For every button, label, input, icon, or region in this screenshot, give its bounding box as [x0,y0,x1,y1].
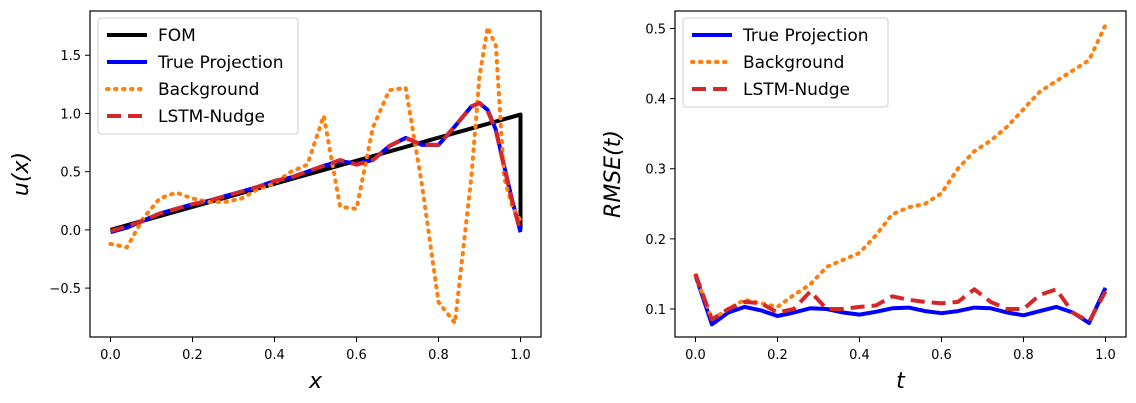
legend-label-true-projection: True Projection [157,53,284,73]
y-tick-label: 0.4 [645,93,666,108]
x-tick-label: 0.8 [428,348,449,363]
y-tick-label: 0.5 [645,23,666,38]
x-axis-label: x [308,369,323,394]
x-tick-label: 0.4 [264,348,285,363]
x-tick-label: 0.0 [685,348,706,363]
legend-box [97,17,299,135]
y-tick-label: 0.1 [645,303,666,318]
legend-label-lstm-nudge: LSTM-Nudge [743,80,850,100]
x-axis-label: t [896,369,906,394]
legend-label-true-projection: True Projection [742,26,869,46]
y-tick-label: 0.5 [60,166,81,181]
x-tick-label: 0.8 [1013,348,1034,363]
y-tick-label: −0.5 [49,282,81,297]
x-tick-label: 0.6 [931,348,952,363]
y-tick-label: 1.0 [60,107,81,122]
legend-label-background: Background [743,53,844,73]
axes-frame [674,10,1127,338]
legend-label-fom: FOM [158,26,196,46]
x-tick-label: 1.0 [510,348,531,363]
legend-box [682,17,889,108]
x-tick-label: 1.0 [1095,348,1116,363]
y-axis-label: RMSE(t) [601,130,626,218]
axes-frame [89,10,542,338]
series-line-true-projection [693,274,1108,327]
y-axis-label: u(x) [9,152,34,196]
x-tick-label: 0.4 [849,348,870,363]
legend-label-lstm-nudge: LSTM-Nudge [158,107,265,127]
y-tick-label: 0.0 [60,224,81,239]
x-tick-label: 0.2 [182,348,203,363]
series-line-background [108,25,523,325]
series-line-background [693,23,1108,322]
y-tick-label: 0.3 [645,163,666,178]
x-tick-label: 0.6 [346,348,367,363]
y-tick-label: 1.5 [60,49,81,64]
series-line-lstm-nudge [693,273,1108,324]
legend-label-background: Background [158,80,259,100]
x-tick-label: 0.2 [767,348,788,363]
y-tick-label: 0.2 [645,233,666,248]
right-panel-rmse-t: 0.0 0.2 0.4 0.6 0.8 1.0 0.1 0.2 0.3 0.4 0.5 t RMSE(t… [601,10,1127,394]
x-tick-label: 0.0 [100,348,121,363]
series-line-lstm-nudge [109,101,523,234]
left-panel-u-x: 0.0 0.2 0.4 0.6 0.8 1.0 −0.5 0.0 0.5 1.0 1.5 x u(x) F… [9,10,542,394]
